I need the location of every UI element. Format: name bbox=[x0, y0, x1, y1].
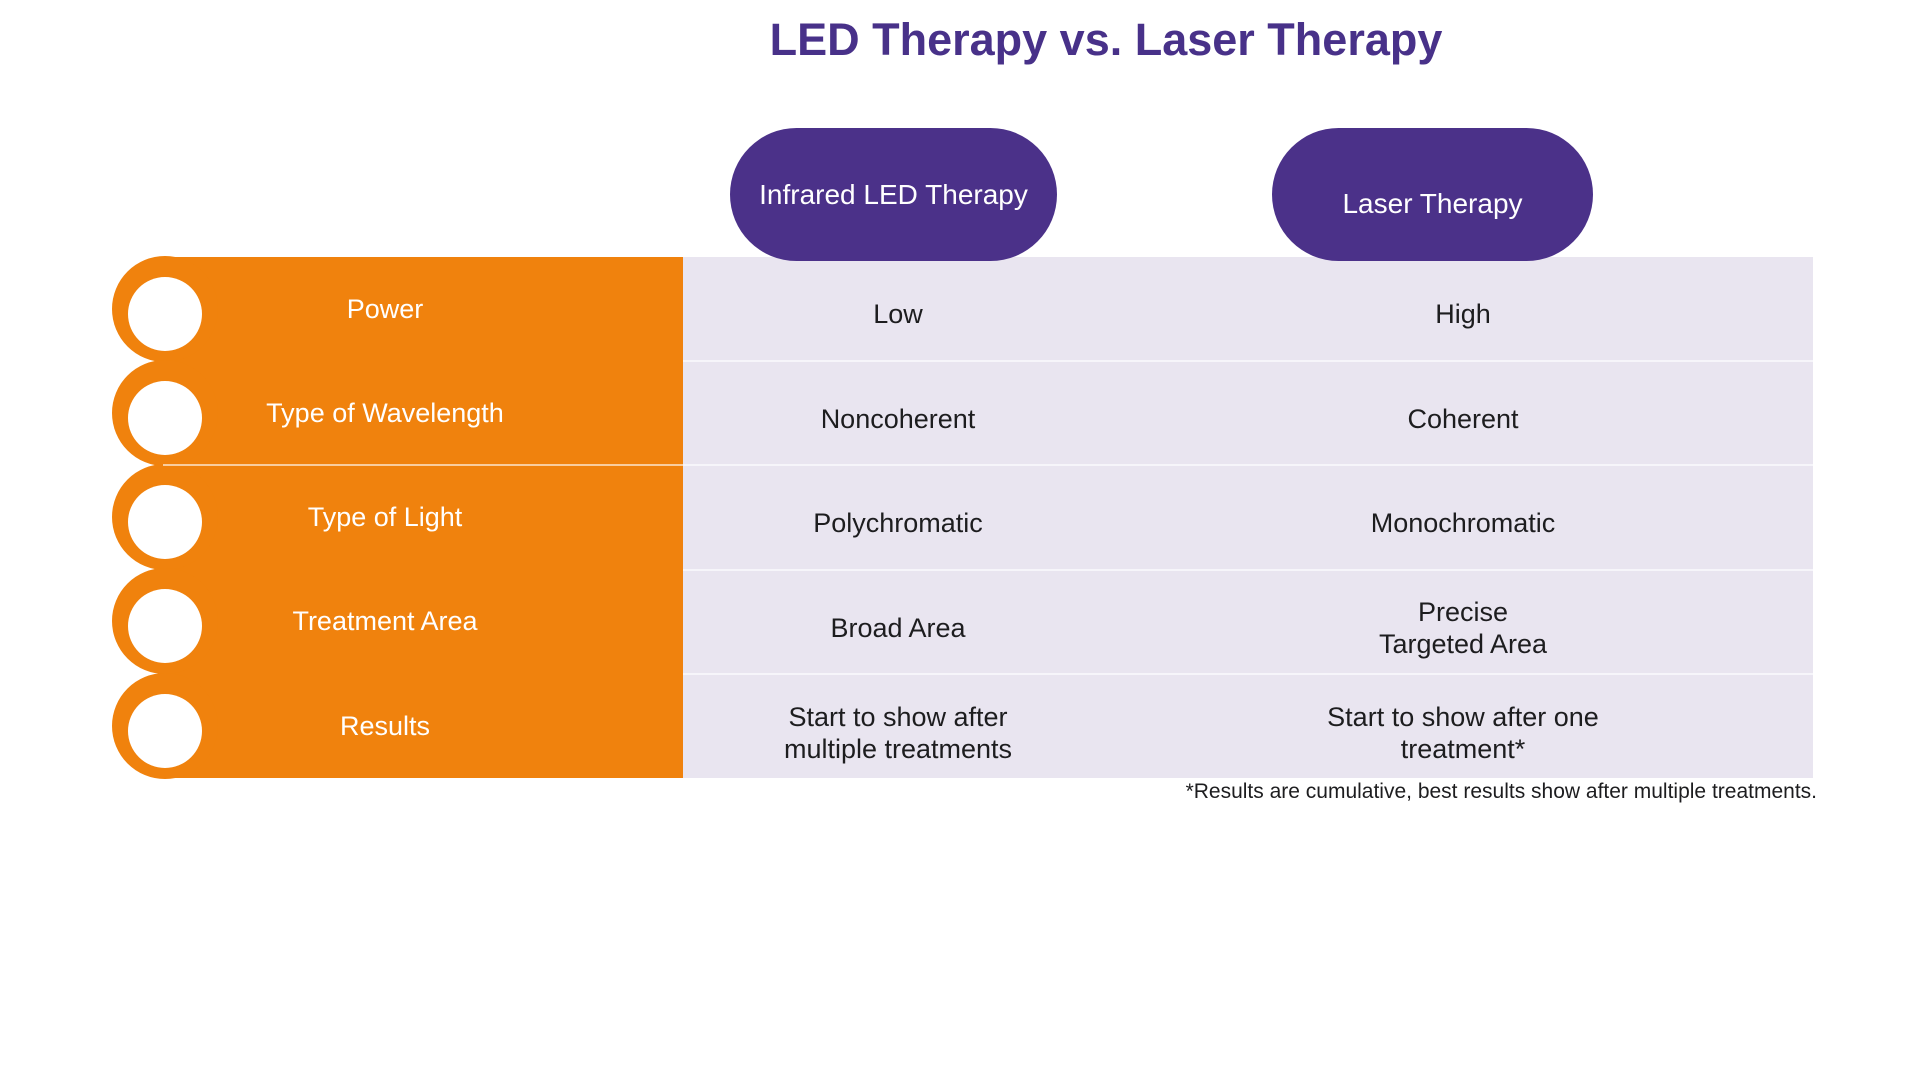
bullet-circle-icon bbox=[128, 277, 202, 351]
column-header-label: Laser Therapy bbox=[1342, 187, 1523, 219]
cell-laser-value: High bbox=[1435, 299, 1491, 330]
comparison-table: Low High Noncoherent Coherent Polychroma… bbox=[683, 257, 1813, 778]
column-header-laser-therapy: Laser Therapy bbox=[1272, 128, 1593, 261]
cell-laser-value: Coherent bbox=[1407, 403, 1519, 434]
cell-laser-value: Precise Targeted Area bbox=[1378, 597, 1548, 660]
table-row: Low High bbox=[683, 257, 1813, 360]
cell-led-value: Noncoherent bbox=[820, 403, 976, 434]
table-row: Start to show after multiple treatments … bbox=[683, 673, 1813, 778]
cell-laser-value: Monochromatic bbox=[1370, 508, 1556, 539]
bullet-circle-icon bbox=[128, 485, 202, 559]
row-label-treatment-area: Treatment Area bbox=[292, 606, 478, 636]
sidebar-divider bbox=[163, 464, 683, 466]
sidebar-block-top bbox=[163, 257, 683, 465]
cell-led-value: Low bbox=[873, 299, 923, 330]
cell-laser-value: Start to show after one treatment* bbox=[1327, 701, 1599, 764]
row-label-type-of-wavelength: Type of Wavelength bbox=[266, 398, 504, 428]
row-label-results: Results bbox=[339, 711, 431, 741]
table-row: Noncoherent Coherent bbox=[683, 359, 1813, 465]
cell-led-value: Broad Area bbox=[830, 613, 966, 644]
cell-led-value: Start to show after multiple treatments bbox=[783, 701, 1013, 764]
bullet-circle-icon bbox=[128, 589, 202, 663]
bullet-circle-icon bbox=[128, 694, 202, 768]
table-row: Broad Area Precise Targeted Area bbox=[683, 568, 1813, 674]
column-header-label: Infrared LED Therapy bbox=[759, 178, 1028, 210]
footnote: *Results are cumulative, best results sh… bbox=[1185, 780, 1817, 803]
table-row: Polychromatic Monochromatic bbox=[683, 464, 1813, 569]
column-header-infrared-led-therapy: Infrared LED Therapy bbox=[730, 128, 1057, 261]
page-title: LED Therapy vs. Laser Therapy bbox=[769, 14, 1443, 65]
bullet-circle-icon bbox=[128, 381, 202, 455]
row-label-power: Power bbox=[346, 294, 424, 324]
row-label-type-of-light: Type of Light bbox=[307, 502, 463, 532]
cell-led-value: Polychromatic bbox=[813, 508, 983, 539]
sidebar-block-bottom bbox=[163, 465, 683, 778]
